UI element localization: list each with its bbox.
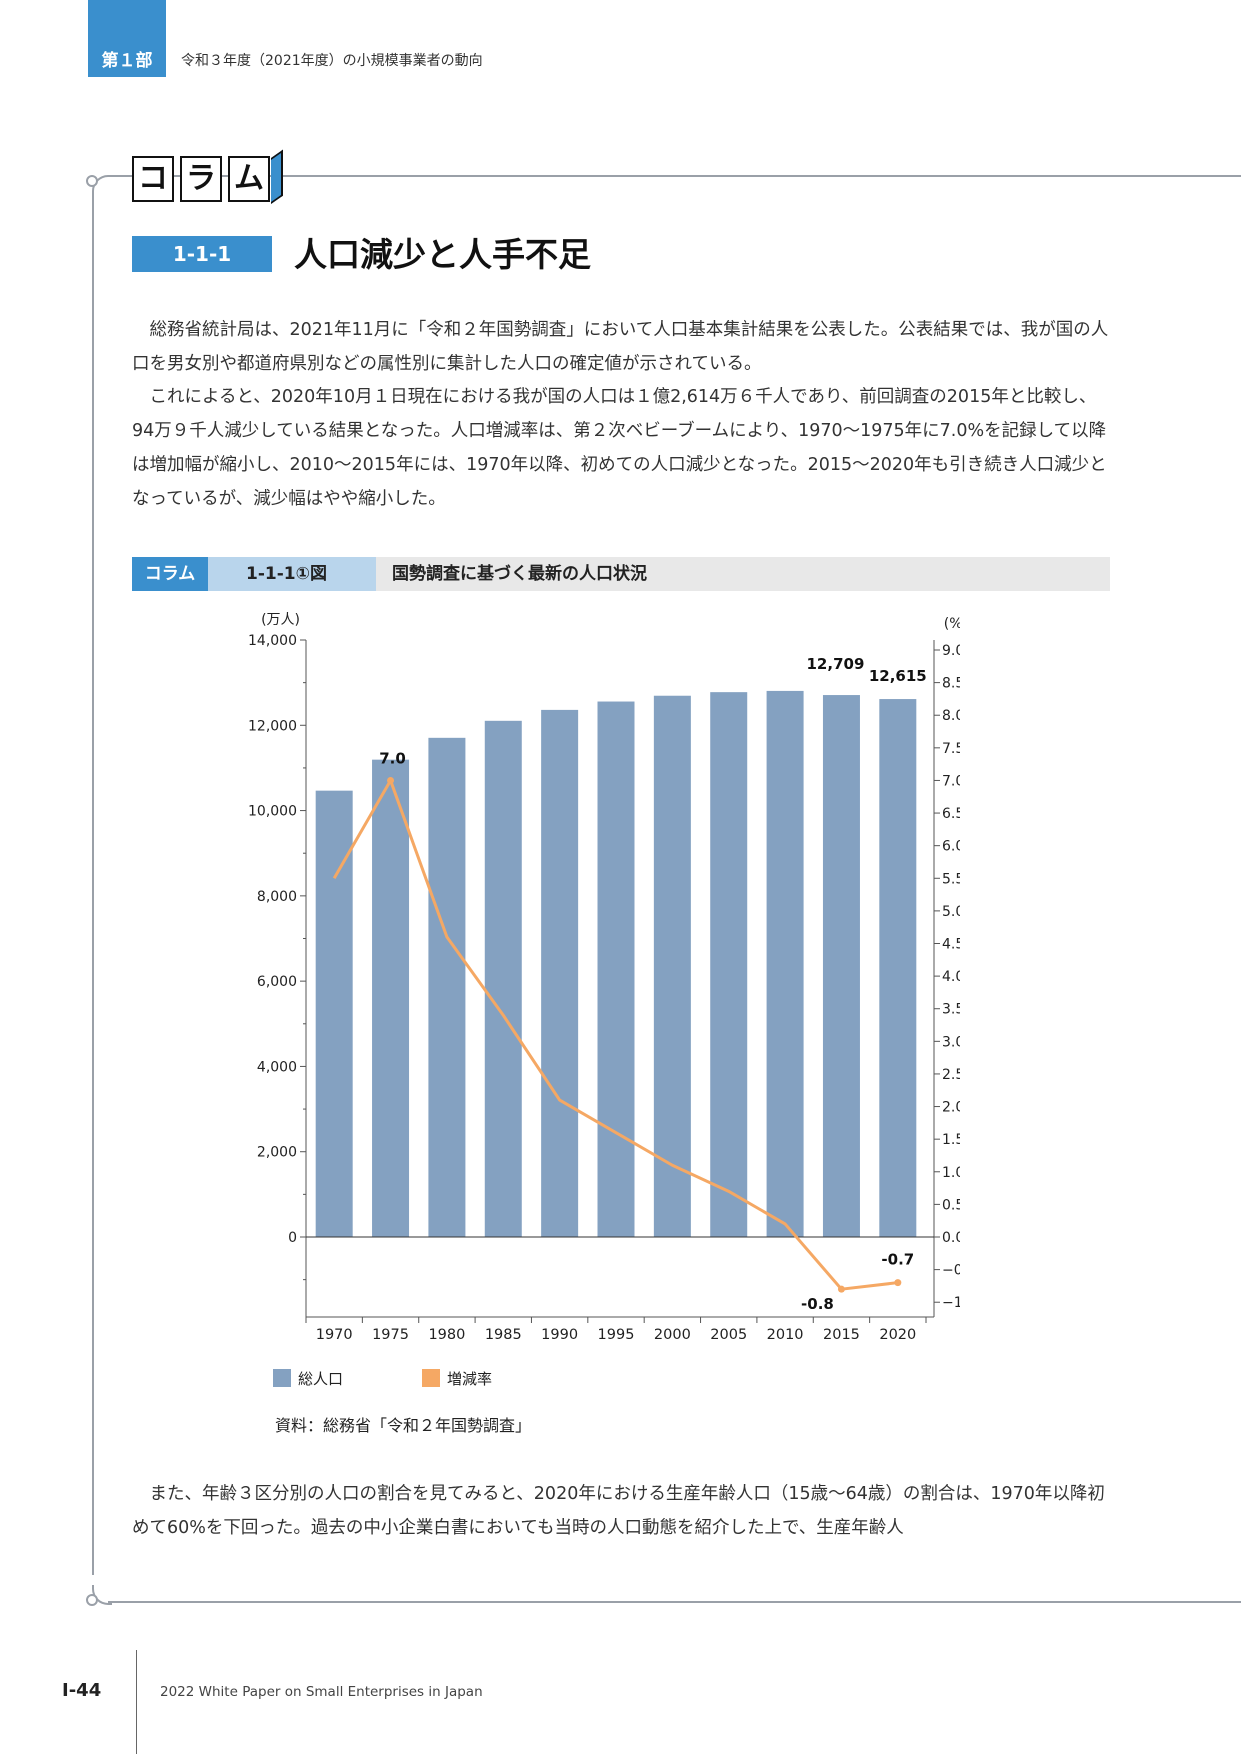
right-tick-label: 2.5 (942, 1067, 960, 1083)
left-tick-label: 2,000 (257, 1145, 297, 1161)
left-tick-label: 4,000 (257, 1059, 297, 1075)
page-number: I-44 (62, 1680, 102, 1701)
bar-2020 (879, 699, 917, 1237)
x-tick-label: 2020 (879, 1327, 916, 1343)
figure-tag: コラム (132, 557, 208, 591)
bar-1970 (315, 790, 353, 1237)
bar-1980 (428, 737, 466, 1237)
right-tick-label: 2.0 (942, 1100, 960, 1116)
frame-ornament (86, 1594, 98, 1606)
left-axis-unit: (万人) (261, 612, 300, 628)
data-label: -0.7 (881, 1251, 914, 1269)
right-tick-label: 4.5 (942, 937, 960, 953)
left-tick-label: 10,000 (248, 804, 297, 820)
column-block: コ (132, 156, 174, 202)
body-paragraph: 総務省統計局は、2021年11月に「令和２年国勢調査」において人口基本集計結果を… (132, 320, 1109, 374)
figure-number: 1-1-1①図 (208, 557, 376, 591)
column-block: ラ (180, 156, 222, 202)
x-tick-label: 2015 (823, 1327, 860, 1343)
left-tick-label: 0 (288, 1230, 297, 1246)
footer-divider (136, 1650, 137, 1754)
bar-2015 (822, 695, 860, 1237)
legend-swatch-growth (422, 1369, 440, 1387)
x-tick-label: 2010 (767, 1327, 804, 1343)
bar-2000 (653, 695, 691, 1237)
right-tick-label: 4.0 (942, 969, 960, 985)
bar-2005 (710, 692, 748, 1237)
growth-rate-point (387, 776, 395, 784)
x-tick-label: 1980 (428, 1327, 465, 1343)
left-tick-label: 14,000 (248, 633, 297, 649)
column-frame-bottom (108, 1601, 1241, 1603)
x-tick-label: 1985 (485, 1327, 522, 1343)
right-tick-label: 7.5 (942, 741, 960, 757)
body-paragraph: これによると、2020年10月１日現在における我が国の人口は１億2,614万６千… (132, 387, 1107, 509)
population-chart: 0 2,000 4,000 6,000 8,000 10,000 12,000 14,000 (… (248, 612, 960, 1388)
growth-rate-point (837, 1285, 845, 1293)
running-header: 令和３年度（2021年度）の小規模事業者の動向 (181, 53, 483, 69)
data-label: -0.8 (801, 1295, 834, 1313)
right-tick-label: 6.5 (942, 806, 960, 822)
column-frame-left (92, 195, 94, 1575)
right-axis-unit: (%) (944, 616, 960, 632)
column-title: 人口減少と人手不足 (294, 235, 591, 274)
figure-header: コラム 1-1-1①図 国勢調査に基づく最新の人口状況 (132, 557, 1110, 591)
bar-1995 (597, 701, 635, 1237)
block-side-shade (271, 149, 283, 204)
x-tick-label: 1975 (372, 1327, 409, 1343)
right-tick-label: 8.5 (942, 676, 960, 692)
part-label: 第１部 (101, 51, 153, 71)
bar-1985 (484, 720, 522, 1237)
right-tick-label: −0.5 (942, 1263, 960, 1279)
right-tick-label: 0.0 (942, 1230, 960, 1246)
right-tick-label: 3.5 (942, 1002, 960, 1018)
right-tick-label: 0.5 (942, 1197, 960, 1213)
x-tick-label: 2005 (710, 1327, 747, 1343)
frame-ornament (86, 175, 98, 187)
column-heading-blocks: コ ラ ム (132, 148, 292, 206)
right-tick-label: −1.0 (942, 1295, 960, 1311)
legend-label-population: 総人口 (298, 1370, 343, 1388)
left-tick-label: 8,000 (257, 889, 297, 905)
x-tick-label: 1990 (541, 1327, 578, 1343)
right-tick-label: 9.0 (942, 643, 960, 659)
right-tick-label: 7.0 (942, 773, 960, 789)
x-tick-label: 1995 (598, 1327, 635, 1343)
data-label: 7.0 (379, 749, 406, 767)
figure-source: 資料：総務省「令和２年国勢調査」 (275, 1416, 532, 1435)
column-block: ム (228, 156, 270, 202)
data-label: 12,709 (807, 655, 865, 673)
bar-1990 (541, 709, 579, 1237)
right-tick-label: 3.0 (942, 1034, 960, 1050)
right-tick-label: 1.0 (942, 1165, 960, 1181)
publication-title: 2022 White Paper on Small Enterprises in… (160, 1684, 483, 1700)
left-tick-label: 12,000 (248, 718, 297, 734)
data-label: 12,615 (869, 667, 927, 685)
bar-1975 (372, 759, 410, 1237)
right-tick-label: 1.5 (942, 1132, 960, 1148)
growth-rate-point (894, 1279, 902, 1287)
column-frame-top (108, 175, 1241, 177)
growth-rate-line (332, 778, 898, 1291)
x-tick-label: 1970 (316, 1327, 353, 1343)
bar-2010 (766, 690, 804, 1237)
x-tick-label: 2000 (654, 1327, 691, 1343)
left-tick-label: 6,000 (257, 974, 297, 990)
legend-label-growth: 増減率 (447, 1370, 492, 1388)
column-number-badge: 1-1-1 (132, 236, 272, 272)
right-tick-label: 5.0 (942, 904, 960, 920)
right-tick-label: 5.5 (942, 871, 960, 887)
legend-swatch-population (273, 1369, 291, 1387)
right-tick-label: 6.0 (942, 839, 960, 855)
right-tick-label: 8.0 (942, 708, 960, 724)
figure-title: 国勢調査に基づく最新の人口状況 (392, 564, 647, 584)
body-paragraph: また、年齢３区分別の人口の割合を見てみると、2020年における生産年齢人口（15… (132, 1484, 1105, 1538)
part-tab: 第１部 (88, 0, 166, 77)
